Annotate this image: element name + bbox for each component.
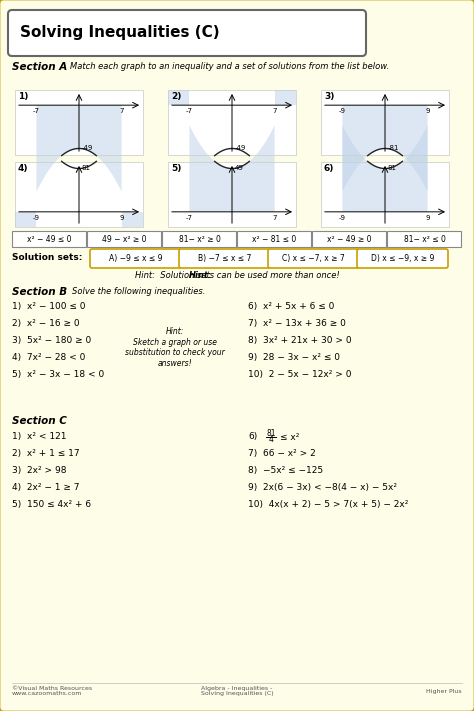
Text: 7)  x² − 13x + 36 ≥ 0: 7) x² − 13x + 36 ≥ 0	[248, 319, 346, 328]
FancyBboxPatch shape	[12, 231, 86, 247]
FancyBboxPatch shape	[168, 162, 296, 227]
Text: 2)  x² + 1 ≤ 17: 2) x² + 1 ≤ 17	[12, 449, 80, 458]
Text: 81: 81	[266, 429, 276, 439]
Text: Solving Inequalities (C): Solving Inequalities (C)	[20, 26, 219, 41]
Text: Hint:
Sketch a graph or use
substitution to check your
answers!: Hint: Sketch a graph or use substitution…	[125, 328, 225, 368]
Polygon shape	[342, 125, 428, 212]
Polygon shape	[122, 212, 143, 227]
Text: 2): 2)	[171, 92, 182, 101]
Text: 1): 1)	[18, 92, 28, 101]
Polygon shape	[36, 105, 122, 192]
Text: 81− x² ≤ 0: 81− x² ≤ 0	[403, 235, 446, 243]
Text: -7: -7	[186, 108, 193, 114]
FancyBboxPatch shape	[321, 90, 449, 155]
Text: x² − 49 ≥ 0: x² − 49 ≥ 0	[327, 235, 372, 243]
FancyBboxPatch shape	[357, 249, 448, 268]
Text: Algebra - Inequalities -
Solving Inequalities (C): Algebra - Inequalities - Solving Inequal…	[201, 685, 273, 696]
Text: ≤ x²: ≤ x²	[280, 432, 300, 442]
FancyBboxPatch shape	[162, 231, 236, 247]
Text: A) −9 ≤ x ≤ 9: A) −9 ≤ x ≤ 9	[109, 254, 162, 262]
Text: 4)  2x² − 1 ≥ 7: 4) 2x² − 1 ≥ 7	[12, 483, 80, 492]
Text: 6): 6)	[324, 164, 334, 173]
Text: 9)  2x(6 − 3x) < −8(4 − x) − 5x²: 9) 2x(6 − 3x) < −8(4 − x) − 5x²	[248, 483, 397, 492]
FancyBboxPatch shape	[8, 10, 366, 56]
Text: Match each graph to an inequality and a set of solutions from the list below.: Match each graph to an inequality and a …	[70, 62, 389, 71]
Text: 8)  −5x² ≤ −125: 8) −5x² ≤ −125	[248, 466, 323, 475]
Text: Hint:  Solution sets can be used more than once!: Hint: Solution sets can be used more tha…	[135, 272, 339, 281]
Text: 49: 49	[235, 166, 244, 171]
Text: -81: -81	[388, 146, 400, 151]
Text: Section C: Section C	[12, 416, 67, 426]
FancyBboxPatch shape	[268, 249, 359, 268]
Text: B) −7 ≤ x ≤ 7: B) −7 ≤ x ≤ 7	[198, 254, 251, 262]
Polygon shape	[168, 90, 189, 105]
Text: 10)  4x(x + 2) − 5 > 7(x + 5) − 2x²: 10) 4x(x + 2) − 5 > 7(x + 5) − 2x²	[248, 500, 409, 509]
Text: 9: 9	[426, 215, 430, 221]
Text: 9: 9	[426, 108, 430, 114]
Text: 1)  x² < 121: 1) x² < 121	[12, 432, 66, 441]
Text: 6): 6)	[248, 432, 257, 441]
Text: 8)  3x² + 21x + 30 > 0: 8) 3x² + 21x + 30 > 0	[248, 336, 352, 345]
Text: 10)  2 − 5x − 12x² > 0: 10) 2 − 5x − 12x² > 0	[248, 370, 352, 379]
Text: 7: 7	[273, 108, 277, 114]
Text: Solve the following inequalities.: Solve the following inequalities.	[72, 287, 205, 296]
Text: 81: 81	[82, 166, 91, 171]
Text: -49: -49	[235, 146, 246, 151]
Text: 81: 81	[388, 166, 397, 171]
Text: 1)  x² − 100 ≤ 0: 1) x² − 100 ≤ 0	[12, 302, 85, 311]
Text: 49 − x² ≥ 0: 49 − x² ≥ 0	[102, 235, 147, 243]
Text: -9: -9	[339, 108, 346, 114]
Text: 4)  7x² − 28 < 0: 4) 7x² − 28 < 0	[12, 353, 85, 362]
FancyBboxPatch shape	[87, 231, 161, 247]
FancyBboxPatch shape	[312, 231, 386, 247]
FancyBboxPatch shape	[168, 90, 296, 155]
Text: ©Visual Maths Resources
www.cazoomaths.com: ©Visual Maths Resources www.cazoomaths.c…	[12, 685, 92, 696]
FancyBboxPatch shape	[387, 231, 461, 247]
Text: Section B: Section B	[12, 287, 67, 297]
Text: x² − 81 ≤ 0: x² − 81 ≤ 0	[252, 235, 297, 243]
Text: Solution sets:: Solution sets:	[12, 254, 82, 262]
Text: Hint:: Hint:	[189, 272, 212, 281]
Text: -49: -49	[82, 146, 93, 151]
Polygon shape	[15, 212, 36, 227]
FancyBboxPatch shape	[237, 231, 311, 247]
Text: 4: 4	[269, 436, 273, 444]
Text: D) x ≤ −9, x ≥ 9: D) x ≤ −9, x ≥ 9	[371, 254, 434, 262]
FancyBboxPatch shape	[15, 162, 143, 227]
Text: 81− x² ≥ 0: 81− x² ≥ 0	[179, 235, 220, 243]
Text: 4): 4)	[18, 164, 28, 173]
Text: -9: -9	[33, 215, 40, 221]
Text: -9: -9	[339, 215, 346, 221]
FancyBboxPatch shape	[90, 249, 181, 268]
Text: 3): 3)	[324, 92, 334, 101]
Text: 3)  5x² − 180 ≥ 0: 3) 5x² − 180 ≥ 0	[12, 336, 91, 345]
Text: 9)  28 − 3x − x² ≤ 0: 9) 28 − 3x − x² ≤ 0	[248, 353, 340, 362]
Text: 2)  x² − 16 ≥ 0: 2) x² − 16 ≥ 0	[12, 319, 80, 328]
Text: Higher Plus: Higher Plus	[427, 688, 462, 693]
Text: 5)  x² − 3x − 18 < 0: 5) x² − 3x − 18 < 0	[12, 370, 104, 379]
FancyBboxPatch shape	[321, 162, 449, 227]
Text: -7: -7	[186, 215, 193, 221]
Polygon shape	[342, 105, 428, 192]
Text: 5): 5)	[171, 164, 182, 173]
Text: Section A: Section A	[12, 62, 67, 72]
Text: 7: 7	[273, 215, 277, 221]
Text: 9: 9	[119, 215, 124, 221]
Text: 3)  2x² > 98: 3) 2x² > 98	[12, 466, 66, 475]
Text: 6)  x² + 5x + 6 ≤ 0: 6) x² + 5x + 6 ≤ 0	[248, 302, 334, 311]
Text: 7)  66 − x² > 2: 7) 66 − x² > 2	[248, 449, 316, 458]
Text: 5)  150 ≤ 4x² + 6: 5) 150 ≤ 4x² + 6	[12, 500, 91, 509]
Text: 7: 7	[119, 108, 124, 114]
FancyBboxPatch shape	[15, 90, 143, 155]
Text: -7: -7	[33, 108, 40, 114]
Polygon shape	[190, 125, 274, 212]
Polygon shape	[274, 90, 296, 105]
FancyBboxPatch shape	[179, 249, 270, 268]
Text: C) x ≤ −7, x ≥ 7: C) x ≤ −7, x ≥ 7	[282, 254, 345, 262]
Text: x² − 49 ≤ 0: x² − 49 ≤ 0	[27, 235, 72, 243]
